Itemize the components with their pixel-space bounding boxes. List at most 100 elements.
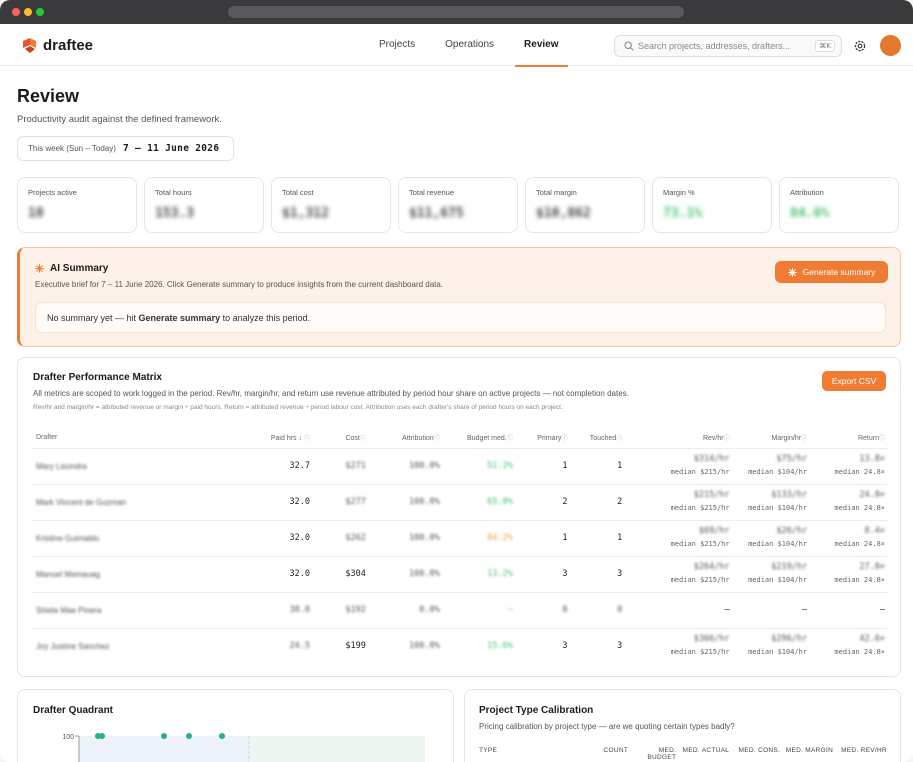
nav-review[interactable]: Review [515, 24, 568, 67]
kpi-label: Total cost [282, 188, 314, 197]
logo[interactable]: draftee [21, 37, 93, 54]
empty-bold: Generate summary [138, 313, 221, 323]
paid-hours: 24.5 [289, 641, 310, 652]
maximize-window-dot[interactable] [36, 8, 44, 16]
col-med-margin[interactable]: MED. MARGIN [785, 747, 834, 754]
budget-median: — [442, 592, 516, 629]
ai-summary-title: AI Summary [50, 263, 109, 274]
rev-per-hour: $264/hr median $215/hr [625, 556, 733, 593]
return-value: 27.8× [859, 562, 885, 572]
gear-icon[interactable] [853, 39, 867, 53]
col-budget-med[interactable]: Budget med.ⓘ [442, 428, 516, 449]
page-subtitle: Productivity audit against the defined f… [17, 114, 222, 125]
margin-per-hour-median: median $104/hr [748, 648, 808, 657]
col-margin-hr[interactable]: Margin/hrⓘ [732, 428, 811, 449]
col-cost[interactable]: Costⓘ [312, 428, 369, 449]
info-icon: ⓘ [359, 436, 366, 443]
return: 8.4× median 24.8× [810, 520, 888, 557]
table-row[interactable]: Mary Lisondra 32.7 $271 100.0% 51.2% 1 1 $314/h… [33, 448, 888, 485]
col-return[interactable]: Returnⓘ [810, 428, 888, 449]
primary-count: 3 [562, 641, 568, 652]
export-csv-button[interactable]: Export CSV [822, 371, 886, 391]
kpi-row: Projects active 10 Total hours 153.3 Tot… [17, 177, 899, 233]
date-preset-label: This week (Sun – Today) [28, 144, 116, 153]
budget-median: 13.2% [442, 556, 516, 593]
user-avatar[interactable] [880, 35, 901, 56]
budget-median: 84.2% [442, 520, 516, 557]
search-shortcut: ⌘K [815, 40, 835, 52]
rev-per-hour-value: $314/hr [693, 454, 730, 464]
return-median: median 24.8× [834, 504, 885, 512]
nav-operations[interactable]: Operations [445, 39, 495, 50]
col-count[interactable]: COUNT [603, 747, 629, 754]
attribution: 100.0% [368, 556, 443, 593]
browser-chrome [0, 0, 913, 24]
minimize-window-dot[interactable] [24, 8, 32, 16]
kpi-label: Total revenue [409, 188, 455, 197]
touched-count: 3 [570, 556, 626, 593]
return: — [810, 592, 888, 629]
drafter-point [186, 733, 192, 739]
budget-median: 15.6% [487, 641, 513, 652]
drafter-name: Shiela Mae Pinera [33, 592, 251, 629]
col-type[interactable]: TYPE [479, 747, 498, 754]
kpi-label: Margin % [663, 188, 695, 197]
drafter-point [99, 733, 105, 739]
ai-summary-description: Executive brief for 7 – 11 June 2026. Cl… [35, 280, 444, 289]
rev-per-hour-median: median $215/hr [670, 648, 730, 657]
chevron-down-icon: ⌄ [214, 143, 221, 152]
info-icon: ⓘ [723, 436, 730, 443]
return-value: 42.6× [859, 634, 885, 645]
top-nav: draftee Projects Operations Review Searc… [0, 24, 913, 67]
budget-median: 51.2% [442, 448, 516, 485]
col-attribution[interactable]: Attributionⓘ [368, 428, 443, 449]
table-row[interactable]: Mark Vincent de Guzman 32.0 $277 100.0% 65.8… [33, 484, 888, 521]
search-input[interactable]: Search projects, addresses, drafters... … [614, 35, 842, 57]
touched-count: 3 [617, 641, 623, 652]
paid-hours: 32.0 [250, 484, 313, 521]
cost: $271 [312, 448, 369, 485]
col-touched[interactable]: Touchedⓘ [570, 428, 626, 449]
rev-per-hour: — [625, 592, 733, 629]
generate-summary-button[interactable]: Generate summary [775, 261, 888, 283]
col-med-rev-hr[interactable]: MED. REV/HR [841, 747, 887, 754]
sparkle-icon [787, 267, 797, 277]
table-row[interactable]: Joy Justine Sanchez 24.5 $199 100.0% 15.6% 3 3… [33, 628, 888, 664]
info-icon: ⓘ [616, 436, 623, 443]
kpi-value: $10,862 [536, 206, 591, 221]
col-med-actual[interactable]: MED. ACTUAL [682, 747, 730, 754]
paid-hours: 32.0 [250, 556, 313, 593]
info-icon: ⓘ [303, 436, 310, 443]
col-drafter[interactable]: Drafter [33, 428, 251, 449]
nav-projects[interactable]: Projects [379, 39, 416, 50]
touched-count: 2 [570, 484, 626, 521]
drafter-quadrant-card: Drafter Quadrant 100 [17, 689, 454, 762]
rev-per-hour-value: $69/hr [698, 526, 730, 536]
table-row[interactable]: Kristine Guimaldo 32.0 $262 100.0% 84.2% 1 1 $6… [33, 520, 888, 557]
return-value: 8.4× [864, 526, 885, 536]
col-primary[interactable]: Primaryⓘ [515, 428, 571, 449]
table-row[interactable]: Manuel Mamauag 32.0 $304 100.0% 13.2% 3 3 $264/… [33, 556, 888, 593]
attribution: 0.0% [368, 592, 443, 629]
date-range-picker[interactable]: This week (Sun – Today) 7 – 11 June 2026… [17, 136, 234, 161]
return-value: 24.8× [859, 490, 885, 500]
rev-per-hour: $314/hr median $215/hr [625, 448, 733, 485]
calibration-table-header: TYPE COUNT MED. BUDGET MED. ACTUAL MED. … [479, 747, 887, 761]
kpi-total-margin: Total margin $10,862 [525, 177, 645, 233]
address-bar[interactable] [228, 6, 684, 18]
return: 42.6× median 24.8× [810, 628, 888, 664]
kpi-value: 153.3 [155, 206, 195, 221]
primary-count: 0 [515, 592, 571, 629]
col-rev-hr[interactable]: Rev/hrⓘ [625, 428, 733, 449]
close-window-dot[interactable] [12, 8, 20, 16]
empty-prefix: No summary yet — hit [47, 313, 139, 323]
margin-per-hour-median: median $104/hr [748, 504, 808, 512]
y-tick-100: 100 [62, 734, 74, 741]
table-row[interactable]: Shiela Mae Pinera 38.0 $192 0.0% —0 0— — — [33, 592, 888, 629]
col-med-cons[interactable]: MED. CONS. [738, 747, 781, 754]
kpi-total-hours: Total hours 153.3 [144, 177, 264, 233]
col-paid-hrs[interactable]: Paid hrs ↓ ⓘ [250, 428, 313, 449]
budget-median: 65.8% [442, 484, 516, 521]
col-med-budget[interactable]: MED. BUDGET [647, 747, 677, 761]
kpi-label: Projects active [28, 188, 77, 197]
